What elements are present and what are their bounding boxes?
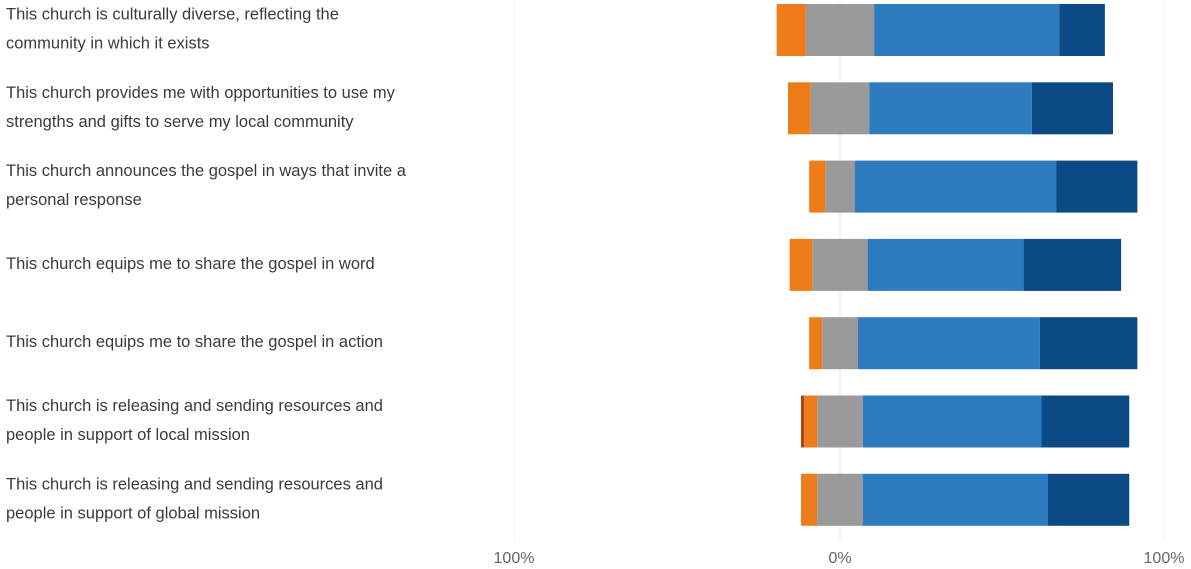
category-label-line: people in support of global mission <box>6 504 260 522</box>
bar-segment-neutral <box>812 239 867 291</box>
category-label-line: personal response <box>6 191 142 209</box>
bars-group <box>777 4 1138 526</box>
category-label-line: This church is culturally diverse, refle… <box>6 6 339 24</box>
category-label: This church provides me with opportuniti… <box>6 84 396 131</box>
bar-segment-positive <box>1040 317 1138 369</box>
bar-segment-negative <box>809 317 822 369</box>
bar-segment-negative <box>777 4 806 56</box>
category-label: This church equips me to share the gospe… <box>6 255 375 273</box>
category-label-line: This church equips me to share the gospe… <box>6 333 383 351</box>
category-label-line: This church provides me with opportuniti… <box>6 84 396 102</box>
category-label: This church is releasing and sending res… <box>6 475 383 522</box>
bar-segment-positive <box>855 161 1057 213</box>
bar-segment-negative <box>790 239 813 291</box>
bar-segment-negative <box>788 82 811 134</box>
category-label-line: This church announces the gospel in ways… <box>6 162 407 180</box>
bar-segment-positive <box>868 239 1024 291</box>
x-axis-ticks: 100% 0% 100% <box>494 550 1185 567</box>
category-label-line: This church is releasing and sending res… <box>6 475 383 493</box>
x-tick-label: 100% <box>1144 550 1185 567</box>
category-labels: This church is culturally diverse, refle… <box>6 6 407 523</box>
bar-segment-neutral <box>811 82 870 134</box>
bar-segment-positive <box>1024 239 1122 291</box>
category-label-line: This church is releasing and sending res… <box>6 397 383 415</box>
bar-segment-neutral <box>822 317 858 369</box>
category-label: This church is releasing and sending res… <box>6 397 383 444</box>
bar-segment-negative <box>804 396 817 448</box>
bar-segment-neutral <box>825 161 854 213</box>
bar-segment-neutral <box>806 4 874 56</box>
bar-segment-positive <box>1059 4 1105 56</box>
bar-segment-negative <box>809 161 825 213</box>
bar-segment-positive <box>858 317 1040 369</box>
category-label-line: strengths and gifts to serve my local co… <box>6 113 354 131</box>
x-tick-label: 100% <box>494 550 535 567</box>
bar-segment-neutral <box>817 474 863 526</box>
bar-segment-positive <box>869 82 1032 134</box>
category-label: This church equips me to share the gospe… <box>6 333 383 351</box>
bar-segment-positive <box>1032 82 1113 134</box>
bar-segment-positive <box>1056 161 1137 213</box>
category-label-line: people in support of local mission <box>6 426 250 444</box>
bar-segment-neutral <box>817 396 863 448</box>
bar-segment-negative <box>801 396 804 448</box>
bar-segment-positive <box>1048 474 1129 526</box>
bar-segment-positive <box>863 396 1042 448</box>
x-tick-label: 0% <box>828 550 851 567</box>
category-label: This church is culturally diverse, refle… <box>6 6 339 53</box>
category-label-line: This church equips me to share the gospe… <box>6 255 375 273</box>
bar-segment-positive <box>863 474 1048 526</box>
category-label-line: community in which it exists <box>6 35 210 53</box>
bar-segment-negative <box>801 474 817 526</box>
category-label: This church announces the gospel in ways… <box>6 162 407 209</box>
bar-segment-positive <box>874 4 1059 56</box>
bar-segment-positive <box>1042 396 1130 448</box>
